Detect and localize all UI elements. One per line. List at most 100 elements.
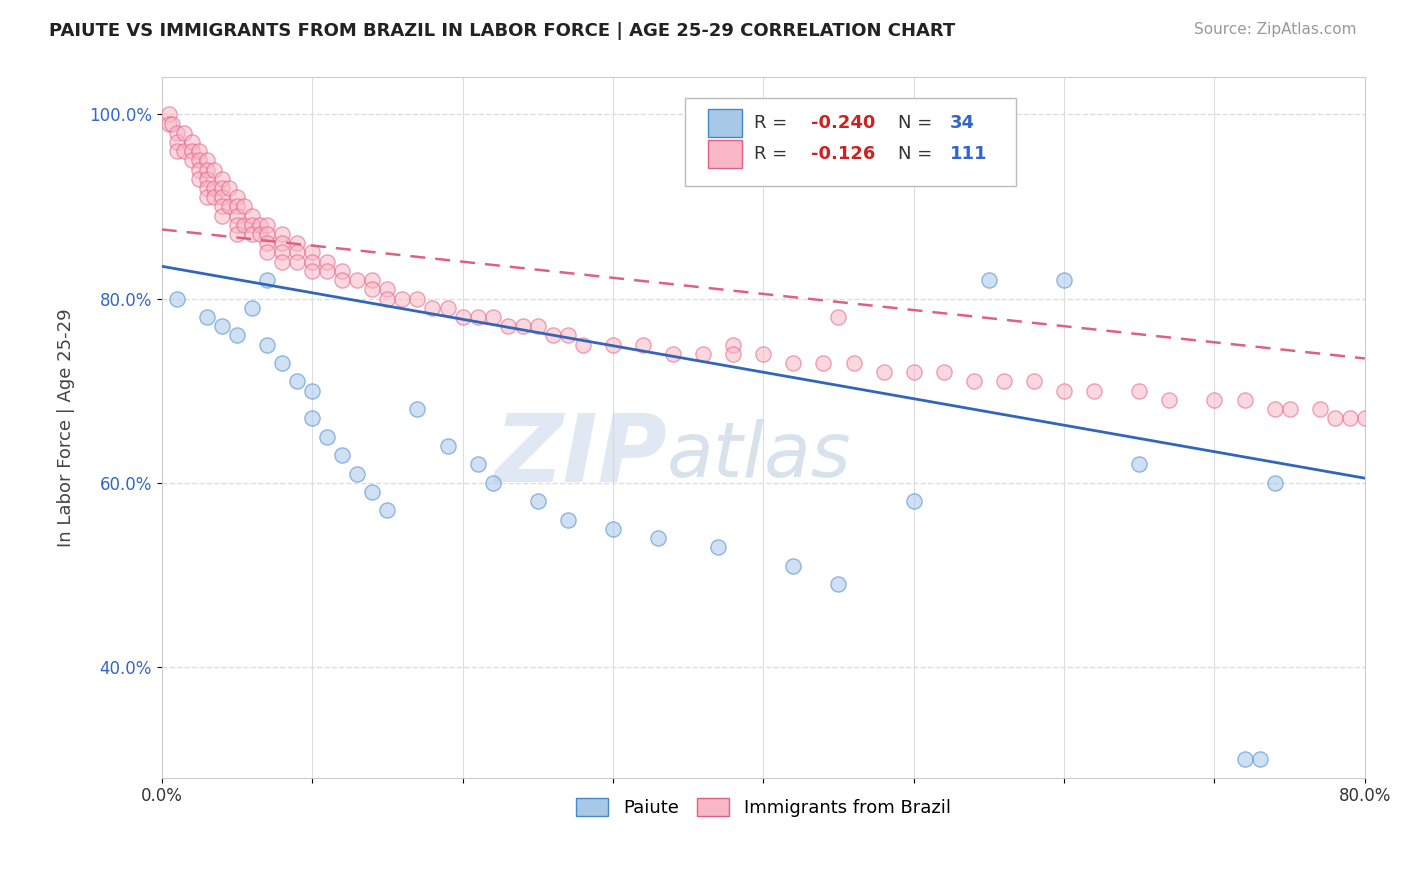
Point xyxy=(271,245,294,260)
Point xyxy=(188,153,211,168)
Point xyxy=(1053,384,1076,398)
Text: Source: ZipAtlas.com: Source: ZipAtlas.com xyxy=(1194,22,1357,37)
Point xyxy=(218,181,240,195)
Y-axis label: In Labor Force | Age 25-29: In Labor Force | Age 25-29 xyxy=(58,309,75,547)
Point xyxy=(977,273,1000,287)
Point xyxy=(301,245,323,260)
Point xyxy=(526,494,548,508)
Point xyxy=(226,199,249,213)
Point xyxy=(195,153,218,168)
Point xyxy=(602,337,624,351)
Point xyxy=(1204,392,1226,407)
Point xyxy=(249,218,271,232)
Point xyxy=(301,384,323,398)
Point xyxy=(422,301,444,315)
Point xyxy=(166,135,188,149)
Point xyxy=(211,319,233,334)
Point xyxy=(782,558,804,573)
Point xyxy=(346,273,368,287)
Point xyxy=(301,411,323,425)
Point xyxy=(1053,273,1076,287)
Point xyxy=(963,375,986,389)
Point xyxy=(557,328,579,343)
Point xyxy=(932,365,955,379)
Point xyxy=(647,531,669,545)
Point xyxy=(377,282,399,296)
Point xyxy=(1128,458,1150,472)
Point xyxy=(211,190,233,204)
Point xyxy=(361,485,384,500)
Point xyxy=(180,144,202,158)
Point xyxy=(188,171,211,186)
Point xyxy=(256,245,278,260)
Point xyxy=(211,171,233,186)
Point xyxy=(240,227,263,241)
Point xyxy=(827,310,849,324)
Point xyxy=(233,218,256,232)
Point xyxy=(285,245,308,260)
Point xyxy=(481,475,503,490)
Point xyxy=(226,328,249,343)
Point xyxy=(204,162,226,177)
Point xyxy=(211,199,233,213)
Point xyxy=(827,577,849,591)
Point xyxy=(391,292,413,306)
Point xyxy=(256,227,278,241)
Point xyxy=(256,218,278,232)
Point xyxy=(240,301,263,315)
Point xyxy=(1323,411,1346,425)
Point xyxy=(271,227,294,241)
Point xyxy=(1264,402,1286,417)
Point xyxy=(211,209,233,223)
Point xyxy=(226,209,249,223)
Point xyxy=(173,144,195,158)
Point xyxy=(451,310,474,324)
Point xyxy=(173,126,195,140)
Point xyxy=(330,273,353,287)
Point xyxy=(180,135,202,149)
Text: R =: R = xyxy=(754,145,787,163)
Point xyxy=(271,356,294,370)
Point xyxy=(1354,411,1376,425)
Point xyxy=(271,236,294,251)
Point xyxy=(572,337,595,351)
Point xyxy=(166,292,188,306)
Point xyxy=(1278,402,1301,417)
Point xyxy=(188,144,211,158)
Point xyxy=(1399,430,1406,444)
Text: 111: 111 xyxy=(950,145,987,163)
Point xyxy=(204,181,226,195)
Point xyxy=(602,522,624,536)
Point xyxy=(330,264,353,278)
Point xyxy=(467,458,489,472)
Point xyxy=(872,365,894,379)
Point xyxy=(1384,420,1406,434)
Legend: Paiute, Immigrants from Brazil: Paiute, Immigrants from Brazil xyxy=(568,790,957,824)
Point xyxy=(256,337,278,351)
Point xyxy=(993,375,1015,389)
Point xyxy=(436,439,458,453)
Point xyxy=(1233,392,1256,407)
Point xyxy=(195,190,218,204)
Point xyxy=(180,153,202,168)
Point xyxy=(842,356,865,370)
Point xyxy=(316,430,339,444)
Point xyxy=(301,264,323,278)
Point xyxy=(162,116,184,130)
Point xyxy=(157,107,180,121)
Point xyxy=(1159,392,1181,407)
Point xyxy=(226,218,249,232)
Point xyxy=(467,310,489,324)
FancyBboxPatch shape xyxy=(709,140,741,169)
Point xyxy=(903,365,925,379)
Point xyxy=(1339,411,1361,425)
Point xyxy=(195,162,218,177)
Point xyxy=(1083,384,1105,398)
Point xyxy=(195,171,218,186)
Text: -0.240: -0.240 xyxy=(811,114,876,132)
Point xyxy=(1368,420,1391,434)
Point xyxy=(195,310,218,324)
Point xyxy=(361,282,384,296)
Point xyxy=(662,347,685,361)
Point xyxy=(1233,752,1256,766)
